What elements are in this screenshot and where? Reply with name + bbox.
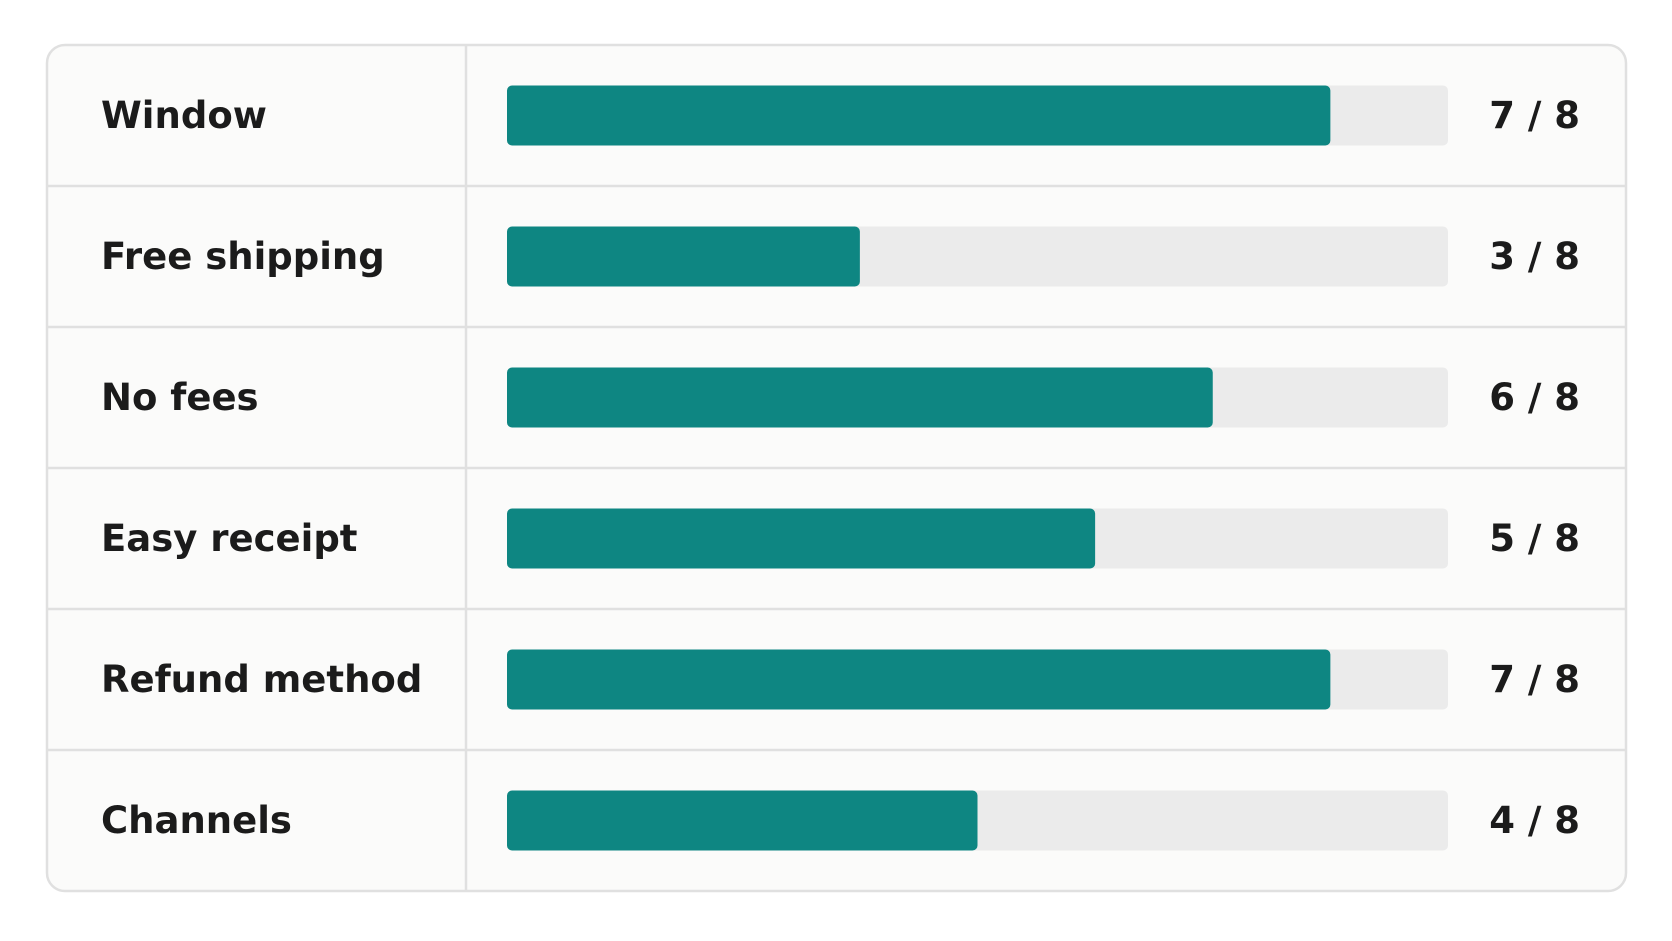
category-label: Window xyxy=(101,94,267,137)
bar xyxy=(507,367,1213,428)
category-label: No fees xyxy=(101,376,259,419)
value-label: 7 / 8 xyxy=(1489,94,1580,137)
category-label: Free shipping xyxy=(101,235,385,278)
category-label: Channels xyxy=(101,799,292,842)
bar xyxy=(507,790,978,851)
bar xyxy=(507,508,1096,569)
bar xyxy=(507,226,860,287)
bar xyxy=(507,649,1331,710)
category-label: Easy receipt xyxy=(101,517,358,560)
value-label: 7 / 8 xyxy=(1489,658,1580,701)
value-label: 4 / 8 xyxy=(1489,799,1580,842)
category-label: Refund method xyxy=(101,658,422,701)
value-label: 6 / 8 xyxy=(1489,376,1580,419)
bar xyxy=(507,85,1331,146)
value-label: 3 / 8 xyxy=(1489,235,1580,278)
value-label: 5 / 8 xyxy=(1489,517,1580,560)
